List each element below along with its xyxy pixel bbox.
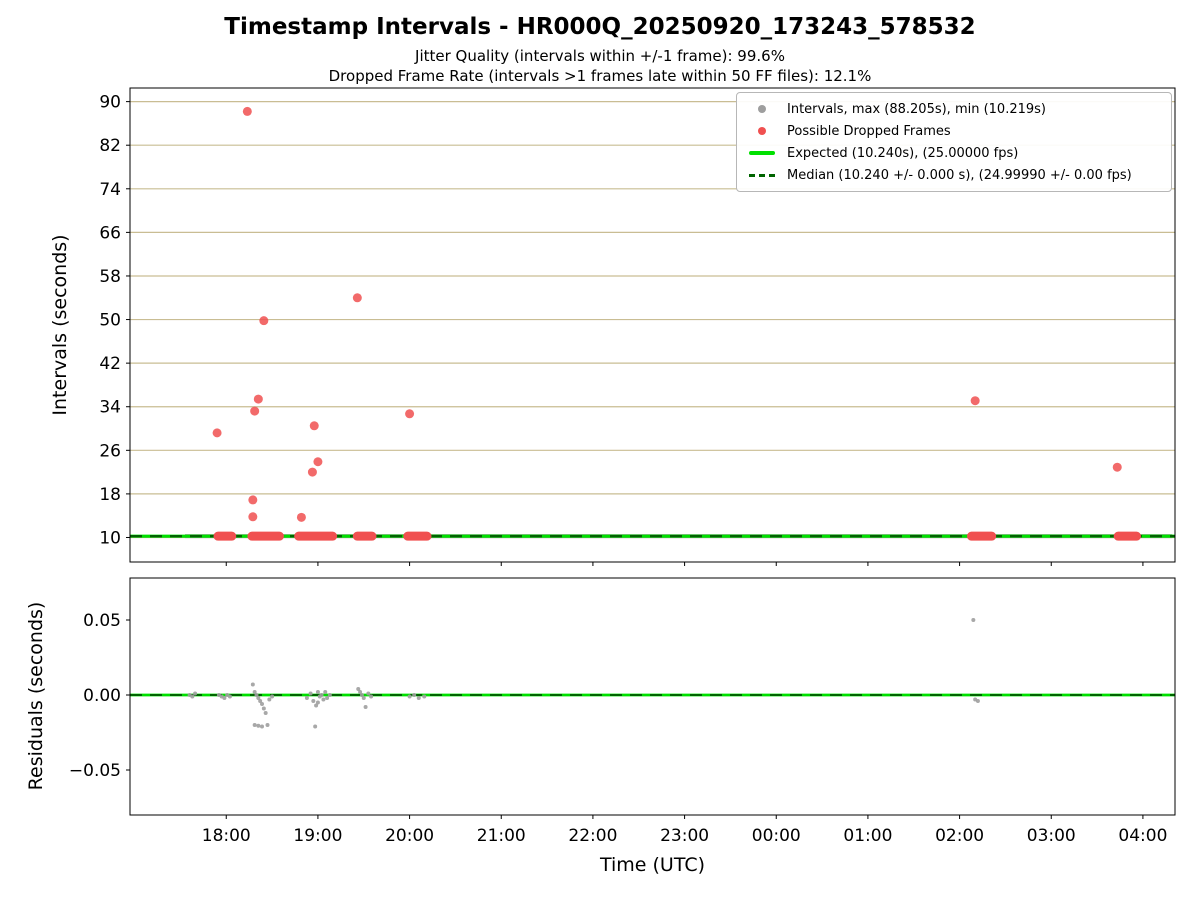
legend-item-intervals: Intervals, max (88.205s), min (10.219s) <box>745 100 1163 118</box>
svg-text:58: 58 <box>99 267 121 287</box>
y-axis-label-residuals: Residuals (seconds) <box>25 601 47 791</box>
svg-text:34: 34 <box>99 398 121 418</box>
svg-text:02:00: 02:00 <box>935 826 984 846</box>
svg-text:42: 42 <box>99 354 121 374</box>
svg-text:01:00: 01:00 <box>843 826 892 846</box>
intervals-marker-icon <box>758 105 766 113</box>
svg-text:−0.05: −0.05 <box>69 761 121 781</box>
svg-text:21:00: 21:00 <box>477 826 526 846</box>
svg-text:18: 18 <box>99 485 121 505</box>
legend-label-expected: Expected (10.240s), (25.00000 fps) <box>787 145 1019 161</box>
svg-text:18:00: 18:00 <box>202 826 251 846</box>
svg-text:74: 74 <box>99 180 121 200</box>
legend-item-median: Median (10.240 +/- 0.000 s), (24.99990 +… <box>745 166 1163 184</box>
legend: Intervals, max (88.205s), min (10.219s) … <box>736 92 1172 192</box>
svg-text:23:00: 23:00 <box>660 826 709 846</box>
y-axis-label-intervals: Intervals (seconds) <box>49 234 71 416</box>
svg-text:22:00: 22:00 <box>568 826 617 846</box>
chart-subtitle-dropped: Dropped Frame Rate (intervals >1 frames … <box>328 67 872 85</box>
x-axis-label: Time (UTC) <box>599 854 706 876</box>
legend-item-dropped-frames: Possible Dropped Frames <box>745 122 1163 140</box>
svg-text:03:00: 03:00 <box>1027 826 1076 846</box>
dropped-frames-marker-icon <box>758 127 766 135</box>
legend-label-intervals: Intervals, max (88.205s), min (10.219s) <box>787 101 1046 117</box>
svg-text:50: 50 <box>99 311 121 331</box>
svg-text:04:00: 04:00 <box>1118 826 1167 846</box>
svg-text:00:00: 00:00 <box>752 826 801 846</box>
legend-label-median: Median (10.240 +/- 0.000 s), (24.99990 +… <box>787 167 1132 183</box>
legend-item-expected: Expected (10.240s), (25.00000 fps) <box>745 144 1163 162</box>
svg-text:66: 66 <box>99 223 121 243</box>
svg-text:19:00: 19:00 <box>293 826 342 846</box>
legend-label-dropped-frames: Possible Dropped Frames <box>787 123 951 139</box>
expected-line-icon <box>749 151 775 155</box>
svg-text:26: 26 <box>99 441 121 461</box>
svg-text:82: 82 <box>99 136 121 156</box>
svg-text:0.00: 0.00 <box>83 686 121 706</box>
median-dashed-line-icon <box>749 173 775 177</box>
svg-text:90: 90 <box>99 93 121 113</box>
chart-subtitle-jitter: Jitter Quality (intervals within +/-1 fr… <box>415 47 785 65</box>
svg-text:10: 10 <box>99 528 121 548</box>
svg-text:20:00: 20:00 <box>385 826 434 846</box>
chart-title: Timestamp Intervals - HR000Q_20250920_17… <box>224 14 976 40</box>
svg-text:0.05: 0.05 <box>83 611 121 631</box>
